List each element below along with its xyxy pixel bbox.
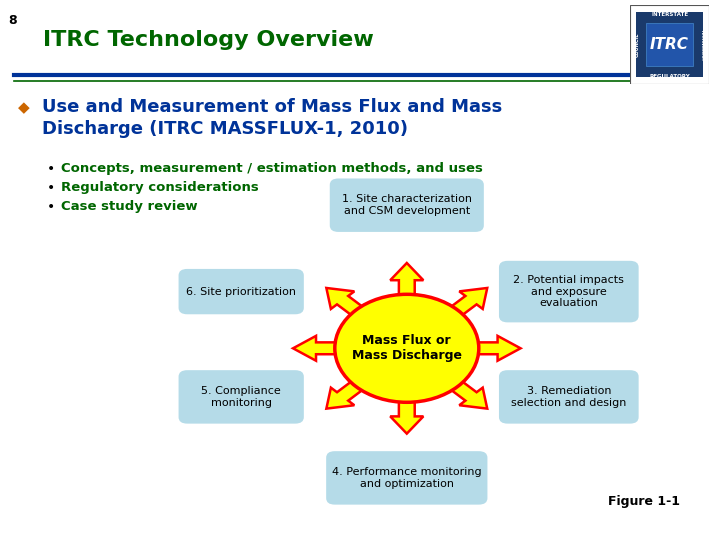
Text: 3. Remediation
selection and design: 3. Remediation selection and design: [511, 386, 626, 408]
Polygon shape: [326, 288, 371, 321]
Text: COUNCIL: COUNCIL: [634, 32, 639, 57]
Polygon shape: [390, 263, 423, 304]
Polygon shape: [443, 375, 487, 409]
Text: •: •: [47, 181, 55, 195]
FancyBboxPatch shape: [636, 12, 703, 77]
Text: INTERSTATE: INTERSTATE: [651, 12, 688, 17]
Text: •: •: [47, 162, 55, 176]
FancyBboxPatch shape: [499, 370, 639, 423]
Text: 6. Site prioritization: 6. Site prioritization: [186, 287, 296, 296]
Text: ITRC Technology Overview: ITRC Technology Overview: [43, 30, 374, 50]
Text: TECHNOLOGY: TECHNOLOGY: [700, 29, 704, 60]
Polygon shape: [326, 375, 371, 409]
Text: REGULATORY: REGULATORY: [649, 74, 690, 79]
FancyBboxPatch shape: [499, 261, 639, 322]
FancyBboxPatch shape: [179, 370, 304, 423]
FancyBboxPatch shape: [179, 269, 304, 314]
FancyBboxPatch shape: [630, 5, 709, 84]
Polygon shape: [466, 336, 521, 361]
Circle shape: [335, 294, 479, 402]
FancyBboxPatch shape: [330, 178, 484, 232]
Text: 8: 8: [9, 14, 17, 26]
Text: Regulatory considerations: Regulatory considerations: [61, 181, 259, 194]
Text: 2. Potential impacts
and exposure
evaluation: 2. Potential impacts and exposure evalua…: [513, 275, 624, 308]
Text: 5. Compliance
monitoring: 5. Compliance monitoring: [202, 386, 281, 408]
Text: Mass Flux or
Mass Discharge: Mass Flux or Mass Discharge: [352, 334, 462, 362]
Text: ITRC: ITRC: [650, 37, 689, 52]
Text: •: •: [47, 200, 55, 214]
FancyBboxPatch shape: [646, 23, 693, 66]
Polygon shape: [390, 393, 423, 434]
Text: 4. Performance monitoring
and optimization: 4. Performance monitoring and optimizati…: [332, 467, 482, 489]
Polygon shape: [443, 288, 487, 321]
Text: ◆: ◆: [18, 100, 30, 115]
Text: Concepts, measurement / estimation methods, and uses: Concepts, measurement / estimation metho…: [61, 162, 483, 175]
Polygon shape: [293, 336, 348, 361]
Text: 1. Site characterization
and CSM development: 1. Site characterization and CSM develop…: [342, 194, 472, 216]
Text: Case study review: Case study review: [61, 200, 198, 213]
FancyBboxPatch shape: [326, 451, 487, 504]
Text: Figure 1-1: Figure 1-1: [608, 495, 680, 508]
Text: Use and Measurement of Mass Flux and Mass
Discharge (ITRC MASSFLUX-1, 2010): Use and Measurement of Mass Flux and Mas…: [42, 98, 502, 138]
